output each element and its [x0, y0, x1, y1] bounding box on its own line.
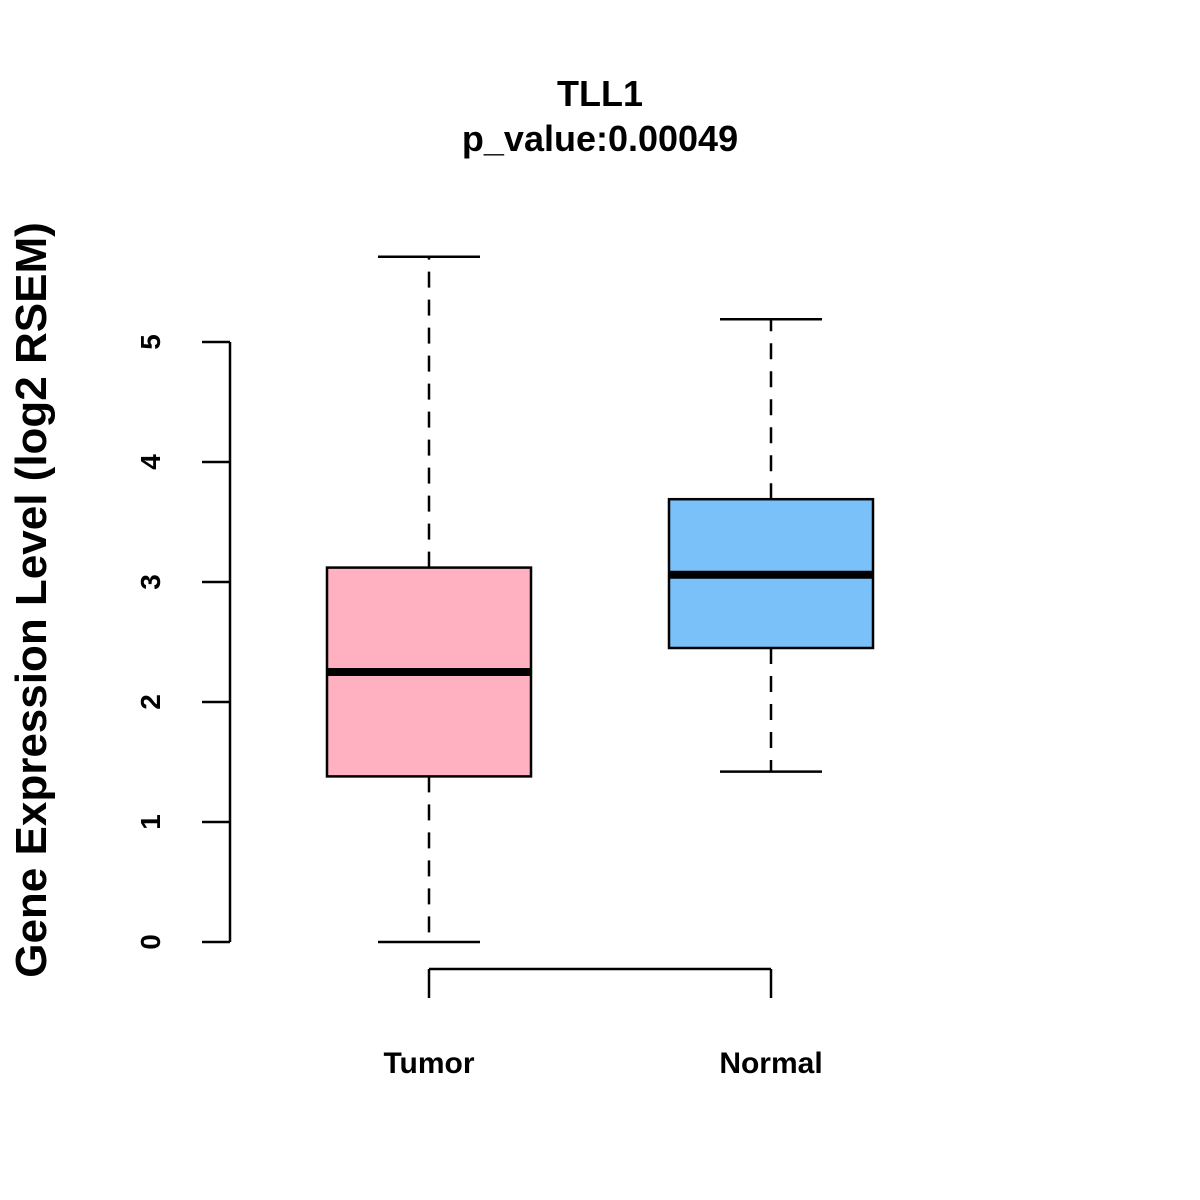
x-label-normal: Normal — [719, 1047, 822, 1080]
y-tick-label: 2 — [135, 694, 166, 710]
box-tumor — [325, 255, 533, 944]
x-label-tumor: Tumor — [383, 1047, 474, 1080]
box-normal — [667, 317, 875, 773]
chart-title: TLL1 — [557, 73, 643, 114]
group-bracket — [427, 967, 773, 998]
boxes — [325, 255, 875, 944]
y-tick-label: 0 — [135, 934, 166, 950]
y-tick-label: 1 — [135, 814, 166, 830]
y-axis-label: Gene Expression Level (log2 RSEM) — [7, 222, 56, 978]
y-tick-label: 5 — [135, 334, 166, 350]
y-tick-label: 4 — [135, 454, 166, 470]
x-axis-labels: Tumor Normal — [383, 1047, 822, 1080]
chart-subtitle: p_value:0.00049 — [462, 118, 738, 159]
y-tick-label: 3 — [135, 574, 166, 590]
y-axis: 0 1 2 3 4 5 — [135, 334, 232, 950]
